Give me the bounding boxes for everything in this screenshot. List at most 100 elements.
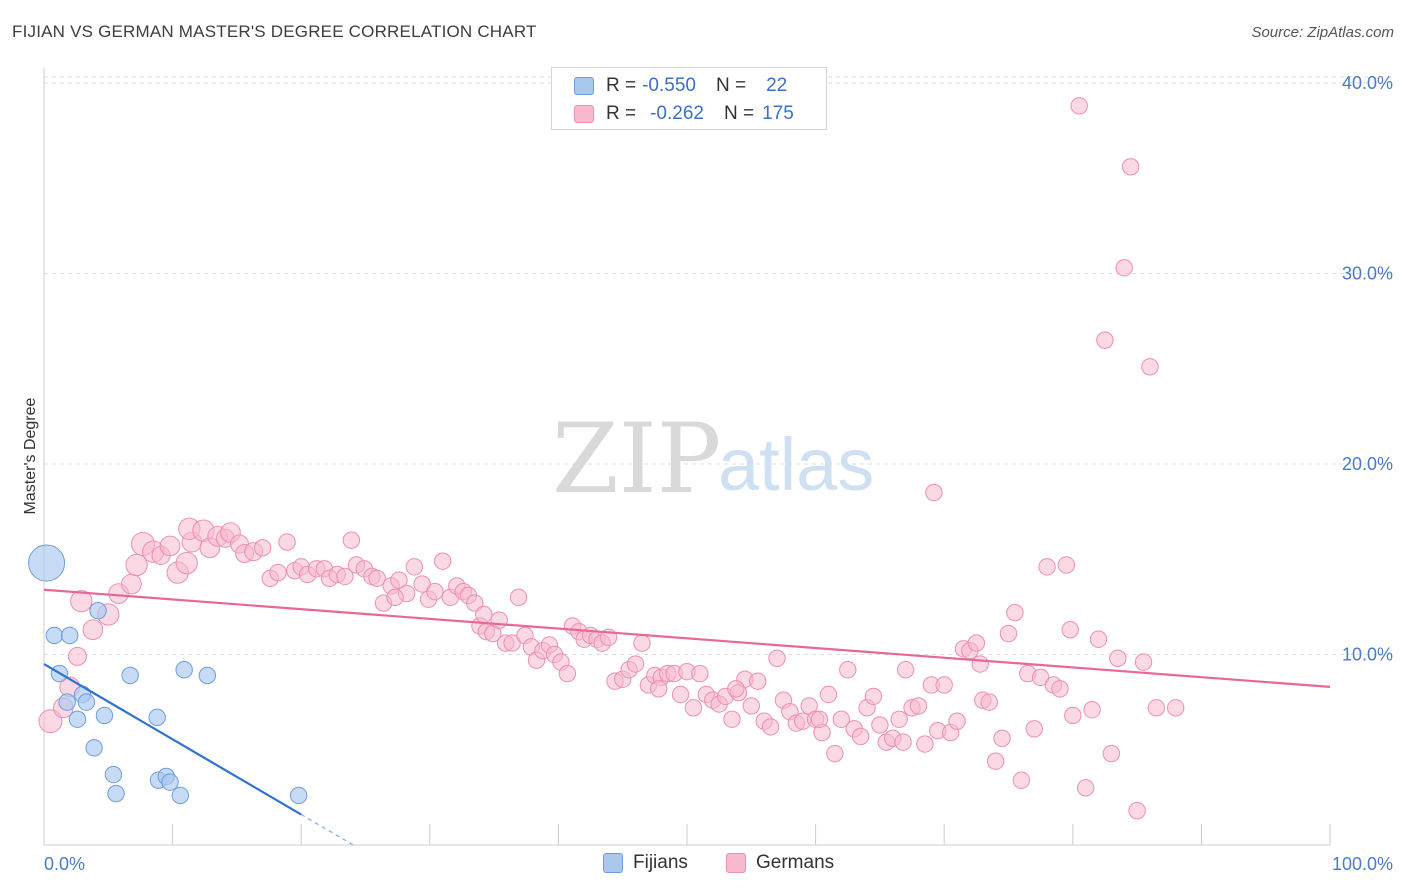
trend-lines	[43, 588, 1331, 846]
german-point	[1076, 779, 1095, 797]
german-point	[1006, 603, 1024, 622]
x-tick-label-max: 100.0%	[1332, 854, 1393, 874]
fijian-point	[171, 786, 190, 805]
german-point	[986, 752, 1005, 770]
german-point	[925, 483, 943, 502]
fijian-point	[85, 739, 103, 757]
fijian-point	[28, 544, 66, 582]
german-point	[768, 649, 786, 668]
german-point	[386, 588, 404, 607]
german-point	[1061, 621, 1079, 639]
german-point	[1128, 802, 1146, 820]
german-point	[1025, 720, 1043, 738]
german-point	[38, 709, 63, 734]
german-point	[1166, 699, 1185, 717]
axes	[43, 68, 1331, 846]
y-tick-label: 30.0%	[1342, 264, 1393, 284]
german-point	[82, 619, 104, 641]
fijian-point	[45, 626, 63, 645]
fijian-trend-line	[43, 663, 302, 816]
german-point	[650, 680, 668, 698]
german-point	[967, 634, 986, 652]
german-point	[864, 687, 883, 706]
y-tick-labels: 10.0% 20.0% 30.0% 40.0%	[1342, 73, 1393, 665]
german-trend-line	[43, 588, 1331, 688]
fijian-swatch	[574, 77, 594, 95]
y-tick-label: 40.0%	[1342, 73, 1393, 93]
german-point	[826, 744, 844, 763]
legend-item-fijians[interactable]: Fijians	[603, 852, 688, 874]
german-point	[839, 661, 857, 679]
german-swatch	[574, 105, 594, 123]
german-point	[269, 563, 287, 582]
german-point	[761, 718, 780, 736]
grid-lines	[44, 76, 1393, 655]
fijian-point	[61, 626, 79, 645]
german-point	[1064, 706, 1082, 725]
german-point	[405, 558, 424, 576]
legend-row-fijians: R = -0.550 N = 22	[574, 74, 787, 98]
german-point	[278, 533, 296, 551]
german-point	[1102, 744, 1121, 763]
german-point	[1096, 331, 1114, 349]
german-point	[475, 605, 493, 624]
german-point	[633, 634, 651, 652]
legend-label-germans: Germans	[756, 852, 835, 873]
fijian-trend-extension	[300, 814, 353, 846]
fijian-point	[198, 666, 217, 685]
german-point	[971, 655, 989, 673]
legend-n-value: 175	[762, 103, 794, 124]
german-point	[691, 664, 709, 683]
german-point	[819, 685, 838, 704]
german-point	[999, 624, 1018, 643]
german-point	[253, 539, 272, 557]
german-point	[70, 590, 93, 613]
german-point	[1038, 558, 1056, 576]
x-tick-label-min: 0.0%	[44, 854, 85, 874]
german-point	[433, 552, 452, 570]
series-legend: Fijians Germans	[0, 852, 1406, 876]
legend-n-label: N =	[723, 103, 755, 124]
fijian-point	[107, 784, 125, 803]
german-point	[558, 664, 577, 683]
german-point	[1134, 653, 1153, 671]
german-point	[723, 710, 741, 728]
german-point	[503, 634, 521, 652]
legend-label-fijians: Fijians	[633, 852, 688, 873]
german-point	[948, 712, 966, 730]
german-point	[980, 693, 998, 711]
german-point	[336, 567, 354, 586]
watermark-atlas: atlas	[718, 423, 874, 506]
legend-item-germans[interactable]: Germans	[726, 852, 834, 874]
german-point	[916, 735, 934, 753]
fijian-point	[104, 765, 123, 784]
fijian-point	[121, 666, 139, 685]
german-point	[871, 716, 889, 734]
fijian-point	[175, 661, 193, 679]
legend-r-label: R =	[606, 103, 637, 124]
german-point	[890, 710, 908, 728]
german-point	[490, 611, 508, 629]
legend-r-label: R =	[606, 75, 637, 96]
fijian-point	[89, 601, 107, 620]
german-point	[1051, 680, 1069, 698]
german-point	[749, 672, 767, 690]
german-point	[727, 680, 745, 698]
german-point	[894, 733, 912, 751]
correlation-legend: R = -0.550 N = 22 R = -0.262 N = 175	[551, 67, 827, 130]
fijian-legend-swatch	[603, 853, 623, 873]
y-tick-label: 20.0%	[1342, 454, 1393, 474]
german-point	[1012, 771, 1031, 789]
german-point	[909, 697, 928, 715]
german-point	[626, 655, 645, 673]
legend-r-value: -0.262	[650, 103, 704, 124]
y-axis-label: Master's Degree	[22, 397, 39, 514]
german-point	[390, 571, 408, 589]
german-point	[1141, 358, 1159, 376]
german-point	[1109, 649, 1127, 668]
german-point	[368, 569, 386, 587]
fijian-points	[28, 544, 308, 805]
german-point	[1083, 701, 1101, 719]
german-point	[1115, 259, 1133, 277]
german-legend-swatch	[726, 853, 746, 873]
